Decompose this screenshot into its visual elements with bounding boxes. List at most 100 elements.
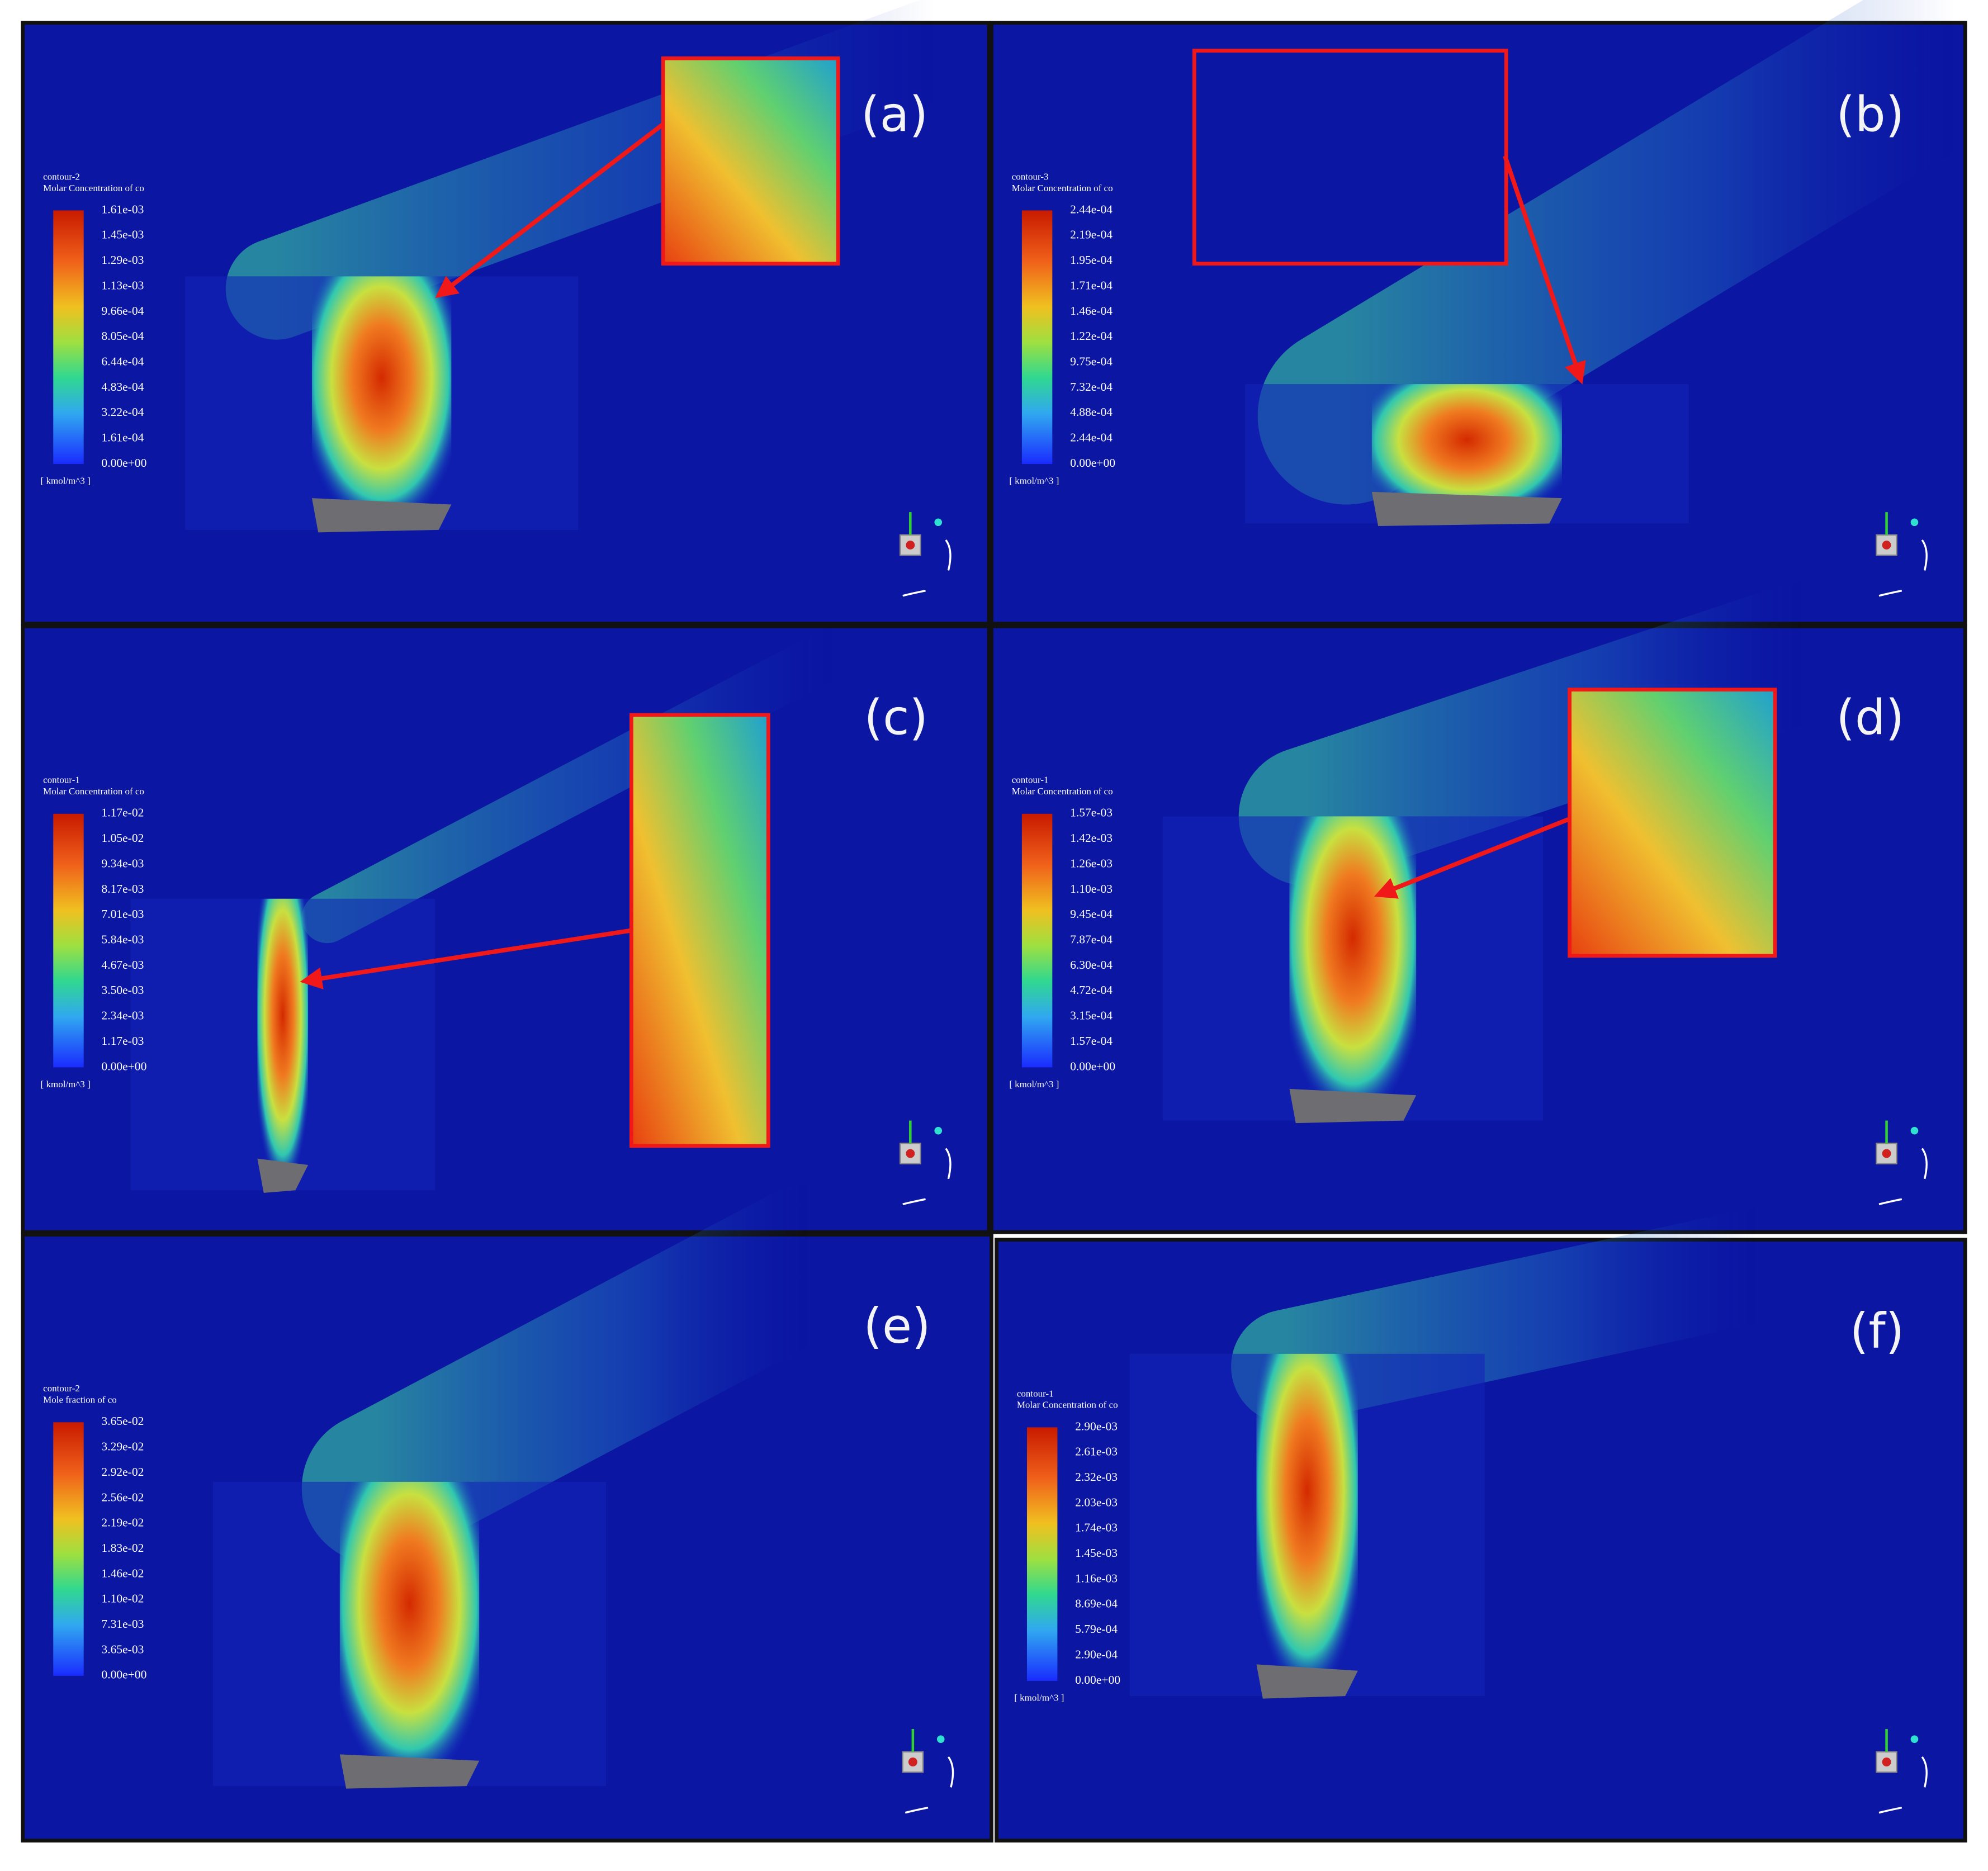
axis-triad [902, 1729, 954, 1814]
colorbar [1021, 210, 1053, 464]
colorbar-tick-label: 7.31e-03 [101, 1617, 144, 1631]
colorbar-tick-label: 0.00e+00 [1070, 456, 1115, 470]
triad-rotate [905, 1756, 954, 1814]
colorbar-tick-label: 2.34e-03 [101, 1009, 144, 1022]
legend-quantity: Molar Concentration of co [1012, 786, 1113, 797]
legend-unit: [ kmol/m^3 ] [1009, 1079, 1059, 1090]
colorbar-tick-label: 2.44e-04 [1070, 431, 1113, 444]
hot-zone [257, 898, 309, 1191]
colorbar-tick-label: 6.30e-04 [1070, 958, 1113, 972]
legend-quantity: Molar Concentration of co [1017, 1400, 1118, 1410]
inset [661, 56, 840, 266]
axis-triad [1876, 1729, 1928, 1814]
colorbar-tick-label: 3.29e-02 [101, 1440, 144, 1453]
colorbar-tick-label: 2.44e-04 [1070, 202, 1113, 216]
colorbar-tick-label: 7.01e-03 [101, 907, 144, 921]
gray-face [311, 498, 452, 533]
triad-z [1910, 1126, 1919, 1135]
colorbar [1021, 813, 1053, 1068]
colorbar-tick-label: 1.74e-03 [1075, 1521, 1118, 1534]
colorbar-tick-label: 1.61e-04 [101, 431, 144, 444]
panel-label: (b) [1836, 87, 1904, 143]
colorbar-tick-label: 3.65e-02 [101, 1414, 144, 1428]
colorbar [53, 813, 84, 1068]
triad-rotate [1878, 1756, 1928, 1814]
axis-triad [900, 512, 952, 597]
triad-dot [908, 1758, 917, 1766]
plume [301, 1183, 885, 1565]
legend-title: contour-1 [1017, 1388, 1054, 1399]
inset [1568, 688, 1777, 958]
colorbar-tick-label: 4.83e-04 [101, 380, 144, 394]
colorbar-tick-label: 3.65e-03 [101, 1642, 144, 1656]
colorbar-tick-label: 1.45e-03 [101, 228, 144, 241]
colorbar-tick-label: 1.57e-03 [1070, 806, 1113, 820]
panel-label: (e) [863, 1299, 930, 1354]
colorbar [53, 1422, 84, 1676]
gray-face [257, 1158, 309, 1193]
colorbar-tick-label: 0.00e+00 [1070, 1059, 1115, 1073]
colorbar-tick-label: 3.15e-04 [1070, 1009, 1113, 1022]
triad-z [934, 518, 943, 527]
plume [1238, 581, 1873, 887]
colorbar-tick-label: 1.95e-04 [1070, 253, 1113, 267]
axis-triad [1876, 1120, 1928, 1205]
hot-zone [1256, 1353, 1358, 1697]
legend-title: contour-1 [1012, 775, 1049, 785]
colorbar-tick-label: 0.00e+00 [101, 1059, 146, 1073]
arrow [1374, 817, 1571, 899]
colorbar-tick-label: 9.45e-04 [1070, 907, 1113, 921]
triad-rotate [1878, 539, 1928, 597]
triad-rotate [902, 1148, 952, 1205]
triad-z [1910, 518, 1919, 527]
panel-label: (d) [1836, 690, 1904, 746]
plume [1231, 1208, 1815, 1424]
triad-z [936, 1735, 945, 1743]
plume [301, 626, 860, 944]
colorbar-tick-label: 1.29e-03 [101, 253, 144, 267]
colorbar-tick-label: 1.57e-04 [1070, 1034, 1113, 1048]
gray-face [1289, 1088, 1417, 1124]
legend-title: contour-3 [1012, 171, 1049, 182]
axis-triad [900, 1120, 952, 1205]
triad-z [1910, 1735, 1919, 1743]
colorbar-tick-label: 1.22e-04 [1070, 329, 1113, 343]
colorbar [53, 210, 84, 464]
legend-quantity: Mole fraction of co [43, 1395, 117, 1405]
inset [1192, 49, 1508, 266]
colorbar-tick-label: 5.84e-03 [101, 933, 144, 946]
colorbar-tick-label: 1.10e-02 [101, 1592, 144, 1605]
triad-dot [1882, 1758, 1891, 1766]
colorbar-tick-label: 9.66e-04 [101, 304, 144, 318]
colorbar-tick-label: 3.22e-04 [101, 405, 144, 419]
colorbar-tick-label: 2.19e-04 [1070, 228, 1113, 241]
legend-quantity: Molar Concentration of co [1012, 183, 1113, 193]
colorbar-tick-label: 2.90e-04 [1075, 1647, 1118, 1661]
colorbar-tick-label: 1.46e-02 [101, 1566, 144, 1580]
arrow [300, 928, 632, 989]
colorbar-tick-label: 9.75e-04 [1070, 354, 1113, 368]
colorbar-tick-label: 1.83e-02 [101, 1541, 144, 1555]
colorbar-tick-label: 4.72e-04 [1070, 983, 1113, 997]
colorbar-tick-label: 1.05e-02 [101, 831, 144, 845]
legend-unit: [ kmol/m^3 ] [41, 1079, 91, 1090]
colorbar-tick-label: 1.10e-03 [1070, 882, 1113, 896]
colorbar-tick-label: 2.61e-03 [1075, 1445, 1118, 1458]
axis-triad [1876, 512, 1928, 597]
triad-z [934, 1126, 943, 1135]
triad-dot [906, 1149, 915, 1158]
colorbar-tick-label: 3.50e-03 [101, 983, 144, 997]
colorbar-tick-label: 1.42e-03 [1070, 831, 1113, 845]
colorbar-tick-label: 1.26e-03 [1070, 856, 1113, 870]
colorbar-tick-label: 7.32e-04 [1070, 380, 1113, 394]
colorbar-tick-label: 2.19e-02 [101, 1516, 144, 1529]
colorbar-tick-label: 2.90e-03 [1075, 1419, 1118, 1433]
triad-rotate [1878, 1148, 1928, 1205]
panel-label: (c) [864, 690, 928, 746]
panel-label: (f) [1850, 1304, 1905, 1360]
colorbar-tick-label: 0.00e+00 [101, 456, 146, 470]
